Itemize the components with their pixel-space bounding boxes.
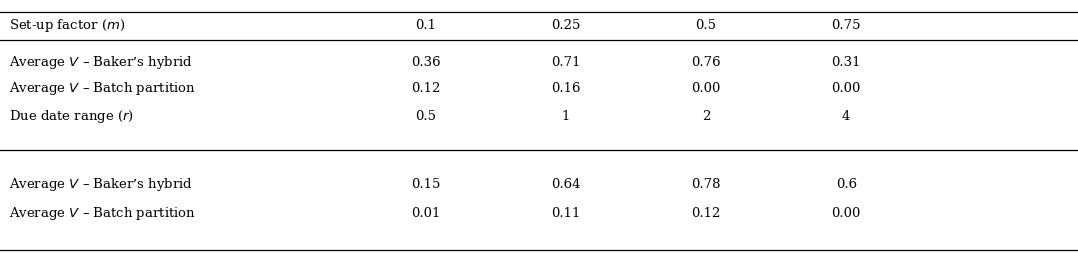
Text: 0.12: 0.12 [691,207,721,220]
Text: 1: 1 [562,110,570,123]
Text: 0.71: 0.71 [551,56,581,69]
Text: 0.11: 0.11 [551,207,581,220]
Text: 0.00: 0.00 [831,207,861,220]
Text: 0.78: 0.78 [691,178,721,191]
Text: 4: 4 [842,110,851,123]
Text: 0.31: 0.31 [831,56,861,69]
Text: 0.16: 0.16 [551,82,581,95]
Text: 0.75: 0.75 [831,19,861,32]
Text: 0.1: 0.1 [415,19,437,32]
Text: 0.00: 0.00 [831,82,861,95]
Text: Set-up factor ($m$): Set-up factor ($m$) [9,17,125,34]
Text: 2: 2 [702,110,710,123]
Text: 0.5: 0.5 [415,110,437,123]
Text: Average $V$ – Batch partition: Average $V$ – Batch partition [9,80,195,97]
Text: Average $V$ – Batch partition: Average $V$ – Batch partition [9,205,195,222]
Text: 0.6: 0.6 [835,178,857,191]
Text: Average $V$ – Baker’s hybrid: Average $V$ – Baker’s hybrid [9,54,193,71]
Text: 0.12: 0.12 [411,82,441,95]
Text: 0.01: 0.01 [411,207,441,220]
Text: 0.5: 0.5 [695,19,717,32]
Text: 0.36: 0.36 [411,56,441,69]
Text: 0.00: 0.00 [691,82,721,95]
Text: Average $V$ – Baker’s hybrid: Average $V$ – Baker’s hybrid [9,176,193,193]
Text: Due date range ($r$): Due date range ($r$) [9,108,134,125]
Text: 0.25: 0.25 [551,19,581,32]
Text: 0.64: 0.64 [551,178,581,191]
Text: 0.15: 0.15 [411,178,441,191]
Text: 0.76: 0.76 [691,56,721,69]
